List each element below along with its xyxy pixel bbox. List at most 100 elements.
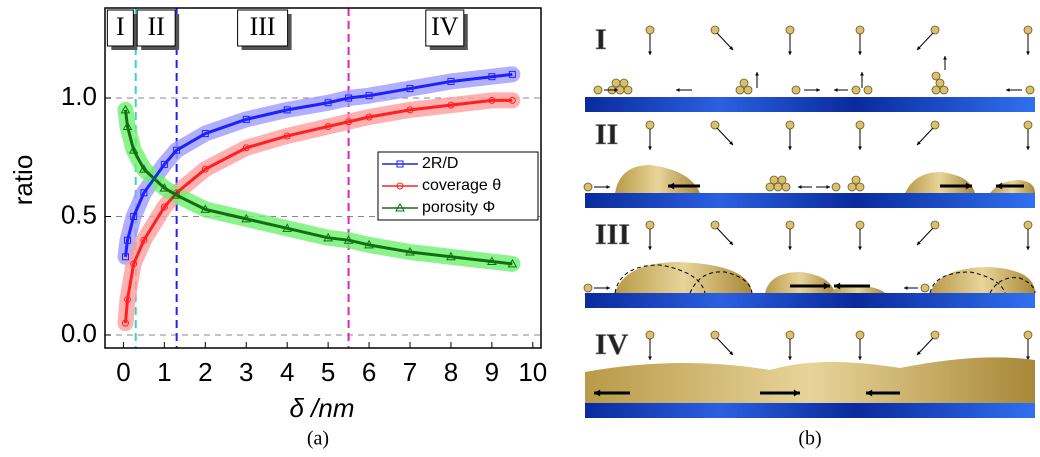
arrow <box>916 127 934 146</box>
atom <box>769 175 779 185</box>
marker <box>345 94 353 102</box>
atom <box>1023 220 1033 230</box>
marker <box>343 235 354 244</box>
marker <box>283 106 291 114</box>
x-tick-label: 4 <box>280 357 294 387</box>
region-label-box <box>136 9 176 47</box>
arrow-head <box>917 46 921 50</box>
marker <box>139 164 149 173</box>
y-axis-label: ratio <box>8 155 38 206</box>
x-tick-label: 3 <box>239 357 253 387</box>
arrow-head <box>755 72 759 76</box>
arrow-head <box>798 185 802 189</box>
x-axis-label: δ /nm <box>289 393 354 423</box>
region-label-box <box>106 9 134 47</box>
arrow-head <box>996 182 1003 190</box>
y-tick-label: 0.5 <box>61 199 97 229</box>
arrow-head <box>788 246 792 250</box>
arrow <box>716 227 734 246</box>
atom <box>645 25 655 35</box>
marker <box>200 204 211 213</box>
x-tick-label: 6 <box>362 357 376 387</box>
atom <box>645 120 655 130</box>
marker <box>396 160 404 168</box>
marker <box>447 101 455 109</box>
arrow-head <box>1006 88 1010 92</box>
series-line <box>123 72 513 257</box>
x-tick-label: 0 <box>116 357 130 387</box>
atom <box>831 182 841 192</box>
atom <box>619 78 629 88</box>
marker <box>173 146 181 154</box>
x-tick-label: 7 <box>403 357 417 387</box>
marker <box>201 165 209 173</box>
arrow-head <box>788 356 792 360</box>
arrow-head <box>1026 356 1030 360</box>
x-tick-label: 9 <box>485 357 499 387</box>
stage-label: III <box>595 218 630 251</box>
arrow-head <box>648 356 652 360</box>
arrow-head <box>823 282 830 290</box>
arrow <box>916 32 934 51</box>
atom <box>863 85 873 95</box>
arrow-head <box>917 351 921 355</box>
atom <box>777 175 787 185</box>
arrow-head <box>729 241 733 245</box>
plot-frame <box>104 7 542 349</box>
marker <box>120 104 131 114</box>
arrow-head <box>729 141 733 145</box>
marker <box>121 253 129 261</box>
region-label: II <box>148 12 165 41</box>
atom <box>935 78 945 88</box>
marker <box>140 236 148 244</box>
marker <box>121 319 129 327</box>
arrow-head <box>834 282 841 290</box>
atom <box>920 283 930 293</box>
arrow-head <box>594 389 601 397</box>
atom <box>785 25 795 35</box>
atom <box>855 182 865 192</box>
island <box>930 267 1035 293</box>
region-label: IV <box>431 12 459 41</box>
marker <box>508 70 516 78</box>
atom <box>855 220 865 230</box>
region-label: I <box>116 12 125 41</box>
arrow <box>716 127 734 146</box>
marker <box>365 92 373 100</box>
atom <box>710 330 720 340</box>
substrate <box>585 97 1035 112</box>
y-tick-label: 0.0 <box>61 318 97 348</box>
atom <box>851 175 861 185</box>
island <box>765 272 835 293</box>
region-label-box <box>237 9 289 47</box>
atom <box>1023 330 1033 340</box>
atom <box>583 283 593 293</box>
stage-label: IV <box>595 328 629 361</box>
marker <box>241 213 252 223</box>
atom <box>930 220 940 230</box>
marker <box>488 73 496 81</box>
arrow-head <box>606 185 610 189</box>
arrow-head <box>668 182 675 190</box>
arrow-head <box>965 182 972 190</box>
marker <box>124 236 132 244</box>
atom <box>710 25 720 35</box>
substrate <box>585 293 1035 308</box>
atom <box>710 120 720 130</box>
marker <box>140 189 148 197</box>
series-line <box>123 98 513 324</box>
atom <box>785 220 795 230</box>
atom <box>930 120 940 130</box>
atom <box>645 330 655 340</box>
marker <box>201 130 209 138</box>
atom <box>931 71 941 81</box>
x-tick-label: 8 <box>444 357 458 387</box>
atom <box>1023 120 1033 130</box>
x-tick-label: 1 <box>157 357 171 387</box>
atom <box>855 120 865 130</box>
marker <box>323 232 333 242</box>
island <box>615 262 752 293</box>
marker <box>508 96 516 104</box>
arrow-head <box>1026 146 1030 150</box>
marker <box>130 213 138 221</box>
